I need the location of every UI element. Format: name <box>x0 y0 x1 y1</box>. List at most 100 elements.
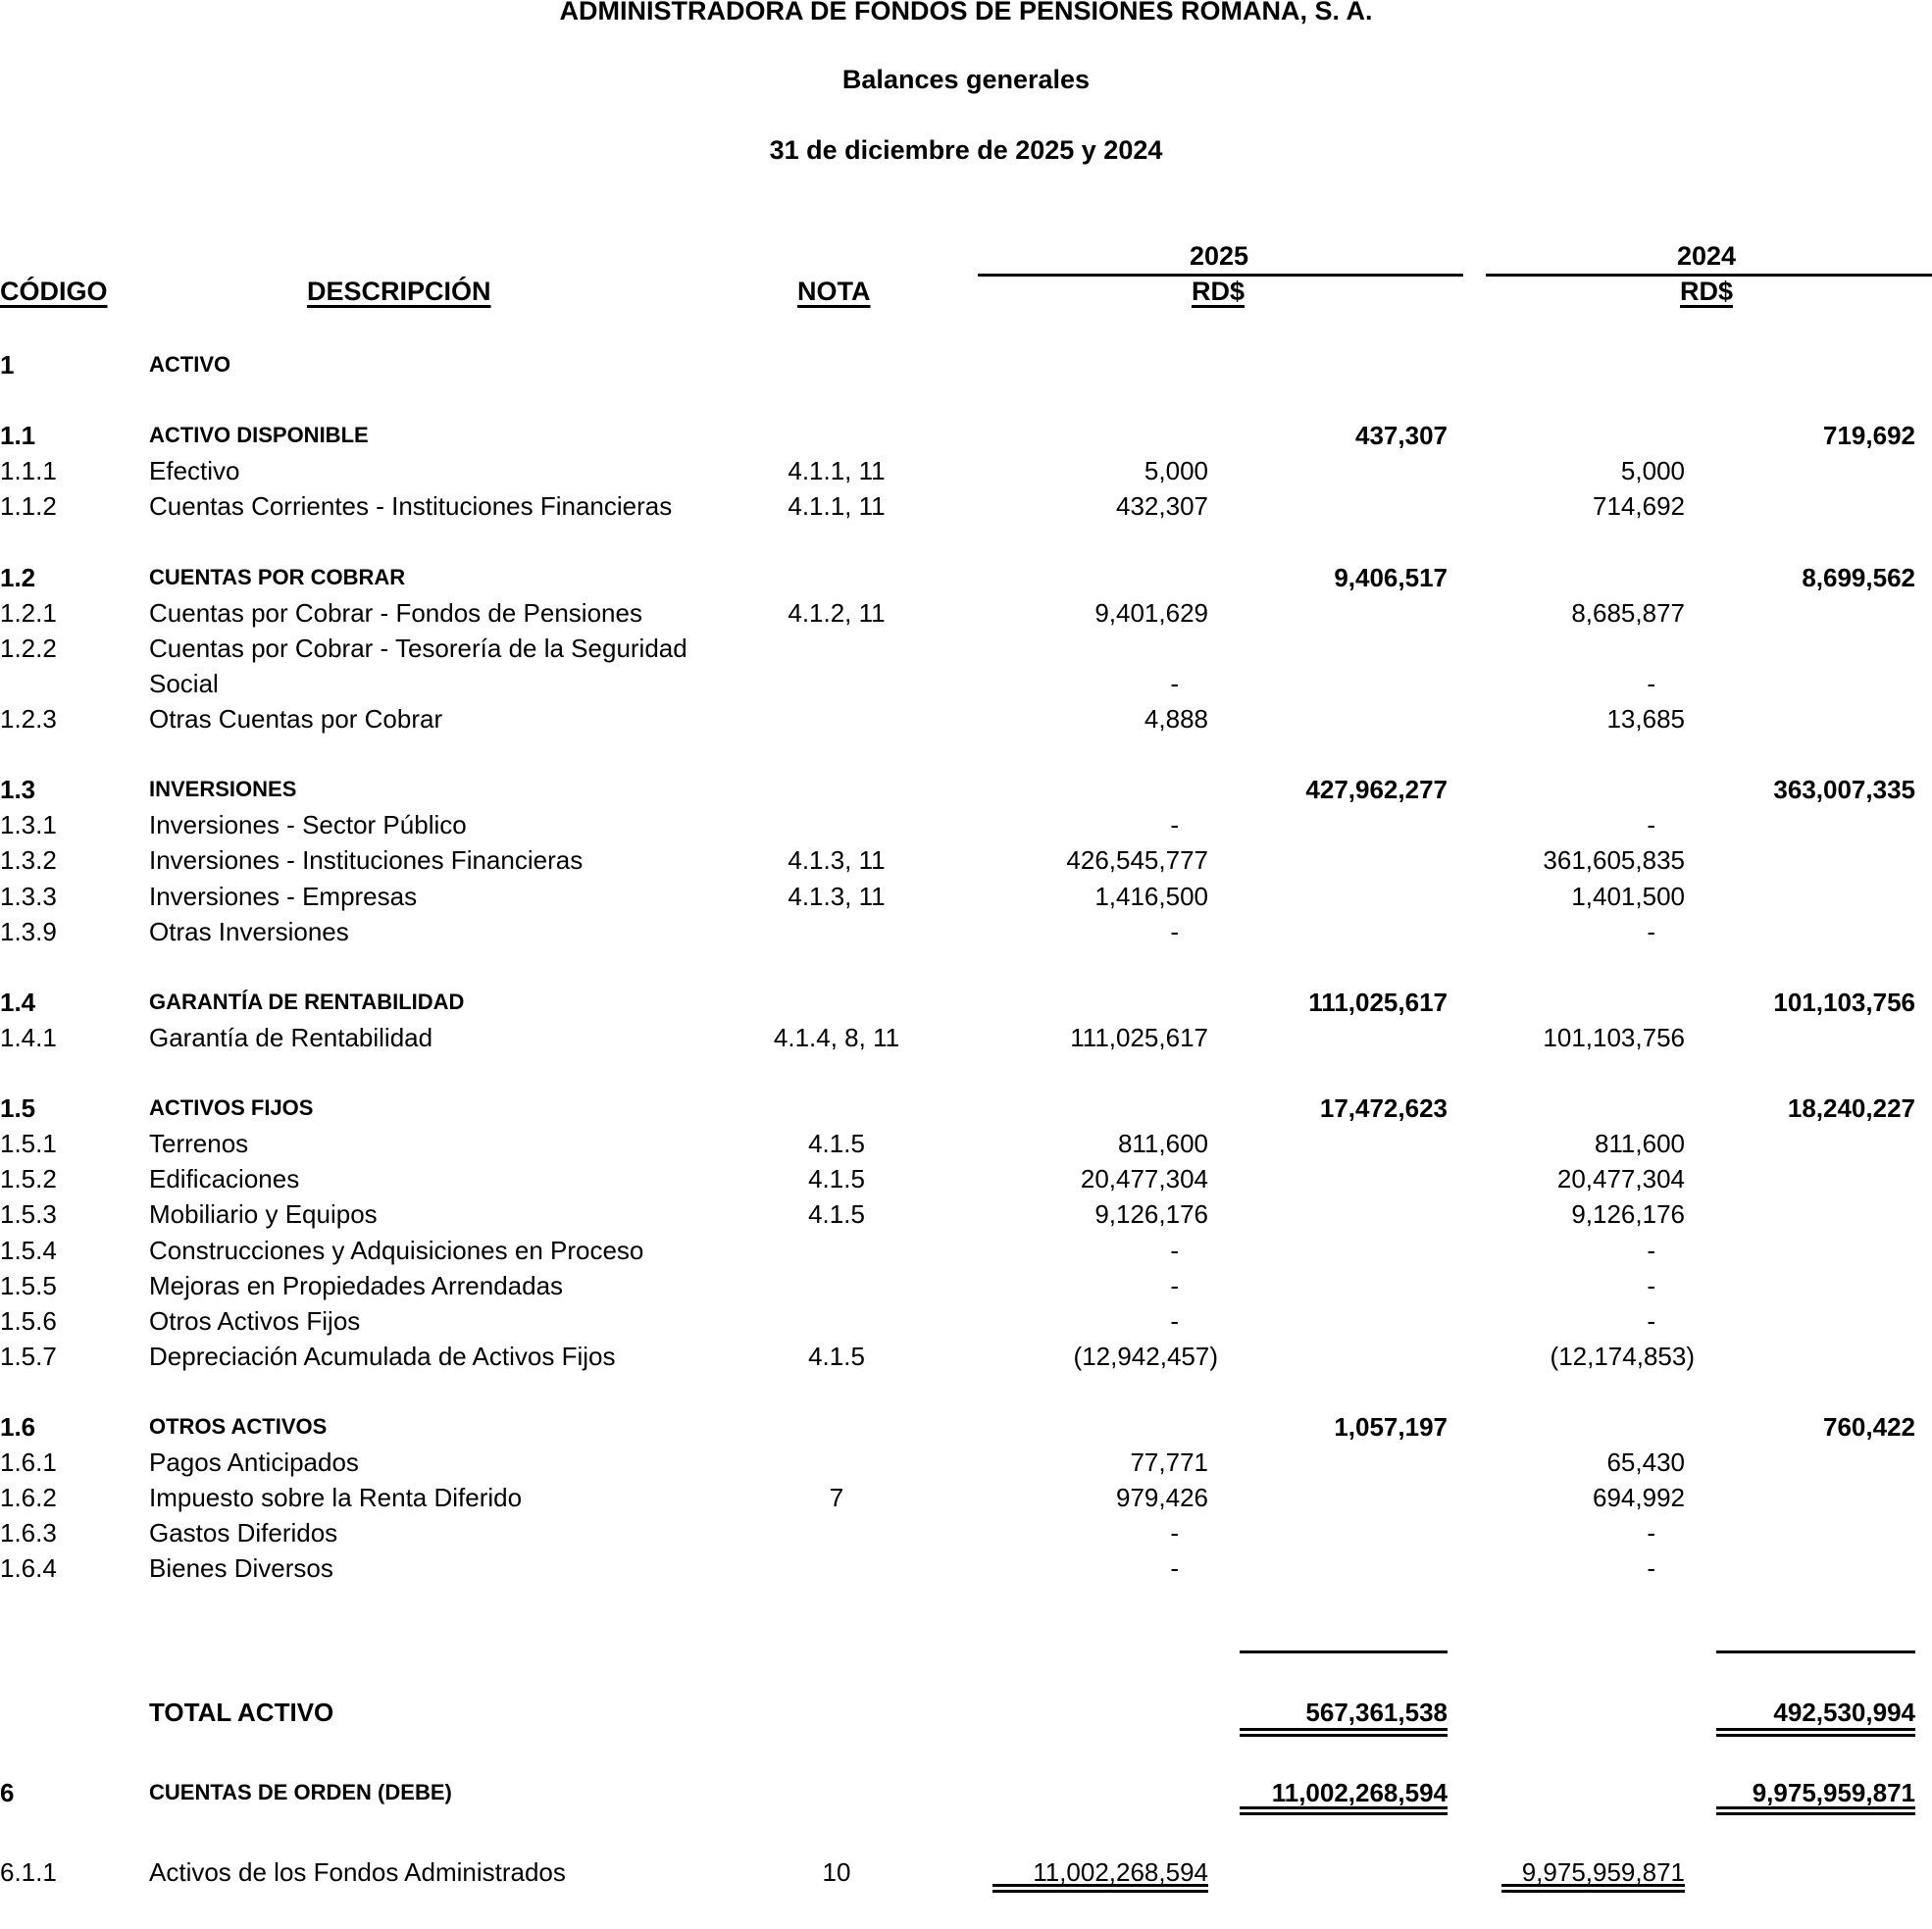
section-total-2025: 427,962,277 <box>1305 775 1448 805</box>
total-activo-2025: 567,361,538 <box>1305 1698 1448 1727</box>
section-row: 1.1 ACTIVO DISPONIBLE 437,307 719,692 <box>0 418 1932 453</box>
table-row: 1.3.9 Otras Inversiones - - <box>0 914 1932 949</box>
section-total-2024: 101,103,756 <box>1773 987 1915 1017</box>
amount-2025: - <box>1170 810 1179 840</box>
table-row: 1.2.1 Cuentas por Cobrar - Fondos de Pens… <box>0 595 1932 631</box>
account-description: GARANTÍA DE RENTABILIDAD <box>149 989 465 1014</box>
account-code: 1.5.1 <box>0 1129 57 1159</box>
note-ref: 4.1.5 <box>808 1129 865 1159</box>
account-code: 1.2 <box>0 562 36 592</box>
table-row: 1.4.1 Garantía de Rentabilidad 4.1.4, 8, 1… <box>0 1020 1932 1055</box>
account-code: 1.3.3 <box>0 881 57 911</box>
note-ref: 4.1.1, 11 <box>788 456 886 486</box>
amount-2025: 979,426 <box>1116 1483 1208 1513</box>
table-row: 1.6.1 Pagos Anticipados 77,771 65,430 <box>0 1445 1932 1480</box>
note-ref: 4.1.2, 11 <box>788 597 886 628</box>
section-row: 1.6 OTROS ACTIVOS 1,057,197 760,422 <box>0 1409 1932 1445</box>
section-total-2024: 8,699,562 <box>1802 562 1915 592</box>
table-row: 1.1.2 Cuentas Corrientes - Instituciones … <box>0 488 1932 524</box>
amount-2024: - <box>1647 1235 1655 1265</box>
account-code: 1.4.1 <box>0 1022 57 1052</box>
account-description: Gastos Diferidos <box>149 1518 338 1548</box>
account-code: 1 <box>0 350 15 380</box>
note-ref: 4.1.3, 11 <box>788 881 886 911</box>
section-row: 1.3 INVERSIONES 427,962,277 363,007,335 <box>0 772 1932 807</box>
amount-2024: 5,000 <box>1620 456 1685 486</box>
note-ref: 4.1.5 <box>808 1164 865 1194</box>
table-row: 1.5.1 Terrenos 4.1.5 811,600 811,600 <box>0 1126 1932 1161</box>
fondos-row: 6.1.1 Activos de los Fondos Administrado… <box>0 1854 1932 1890</box>
amount-2024: 13,685 <box>1606 704 1685 734</box>
account-description: Inversiones - Empresas <box>149 881 418 911</box>
cuentas-orden-code: 6 <box>0 1778 15 1807</box>
currency-2024-header: RD$ <box>1680 277 1734 306</box>
account-description: CUENTAS POR COBRAR <box>149 564 406 589</box>
account-description: Garantía de Rentabilidad <box>149 1022 433 1052</box>
subtotal-rule-2024 <box>1716 1650 1915 1653</box>
account-description: Otros Activos Fijos <box>149 1305 361 1336</box>
note-ref: 4.1.3, 11 <box>788 845 886 876</box>
table-row: 1.5.5 Mejoras en Propiedades Arrendadas - - <box>0 1268 1932 1303</box>
account-description: Mejoras en Propiedades Arrendadas <box>149 1270 564 1300</box>
statement-date: 31 de diciembre de 2025 y 2024 <box>769 135 1163 165</box>
account-code: 1.5 <box>0 1093 36 1124</box>
amount-2025: 1,416,500 <box>1094 881 1208 911</box>
table-row: 1.6.2 Impuesto sobre la Renta Diferido 7 97… <box>0 1480 1932 1515</box>
cuentas-orden-2024: 9,975,959,871 <box>1752 1778 1915 1807</box>
account-description: OTROS ACTIVOS <box>149 1414 328 1439</box>
orden-double-rule-2024 <box>1716 1806 1915 1815</box>
table-row: 1.5.7 Depreciación Acumulada de Activos F… <box>0 1339 1932 1374</box>
note-column-header: NOTA <box>797 277 871 306</box>
spacer-row <box>0 1374 1932 1409</box>
account-code: 1.6.2 <box>0 1483 57 1513</box>
amount-2024: 8,685,877 <box>1571 597 1685 628</box>
amount-2024: - <box>1647 916 1655 946</box>
amount-2024: - <box>1647 668 1655 698</box>
amount-2024: 694,992 <box>1593 1483 1685 1513</box>
account-description: Pagos Anticipados <box>149 1447 359 1478</box>
section-total-2024: 719,692 <box>1823 421 1915 451</box>
table-row: 1.2.2 Cuentas por Cobrar - Tesorería de l… <box>0 631 1932 666</box>
section-total-2024: 363,007,335 <box>1773 775 1915 805</box>
amount-2024: 361,605,835 <box>1543 845 1685 876</box>
account-description: Efectivo <box>149 456 240 486</box>
amount-2024: (12,174,853) <box>1550 1341 1695 1371</box>
amount-2025: - <box>1170 668 1179 698</box>
note-ref: 4.1.4, 8, 11 <box>773 1022 900 1052</box>
fondos-2025: 11,002,268,594 <box>1033 1857 1208 1887</box>
amount-2024: 811,600 <box>1594 1129 1685 1159</box>
account-code: 1.5.6 <box>0 1305 57 1336</box>
section-total-2024: 760,422 <box>1823 1412 1915 1442</box>
section-row: 1 ACTIVO <box>0 347 1932 382</box>
section-total-2024: 18,240,227 <box>1787 1093 1915 1124</box>
cuentas-orden-row: 6 CUENTAS DE ORDEN (DEBE) 11,002,268,594… <box>0 1775 1932 1810</box>
table-row: 1.2.3 Otras Cuentas por Cobrar 4,888 13,685 <box>0 701 1932 736</box>
total-double-rule-2024 <box>1716 1728 1915 1737</box>
account-description: Otras Cuentas por Cobrar <box>149 704 443 734</box>
spacer-row <box>0 949 1932 985</box>
account-description: Social <box>149 668 219 698</box>
amount-2025: - <box>1170 1270 1179 1300</box>
account-code: 1.3.9 <box>0 916 57 946</box>
amount-2025: - <box>1170 1305 1179 1336</box>
company-name: ADMINISTRADORA DE FONDOS DE PENSIONES RO… <box>559 0 1373 25</box>
total-double-rule-2025 <box>1240 1728 1448 1737</box>
year-2024-rule <box>1486 274 1932 277</box>
account-description: ACTIVO <box>149 352 231 377</box>
account-description: Otras Inversiones <box>149 916 349 946</box>
amount-2025: - <box>1170 916 1179 946</box>
fondos-label: Activos de los Fondos Administrados <box>149 1857 566 1887</box>
year-2025-rule <box>978 274 1463 277</box>
spacer-row <box>0 736 1932 772</box>
amount-2025: 4,888 <box>1144 704 1208 734</box>
table-row: 1.5.6 Otros Activos Fijos - - <box>0 1303 1932 1339</box>
account-code: 1.2.3 <box>0 704 57 734</box>
account-code: 1.3.1 <box>0 810 57 840</box>
account-code: 1.5.4 <box>0 1235 57 1265</box>
account-code: 1.3.2 <box>0 845 57 876</box>
spacer-row <box>0 1055 1932 1091</box>
table-row: 1.6.3 Gastos Diferidos - - <box>0 1515 1932 1550</box>
account-description: Construcciones y Adquisiciones en Proces… <box>149 1235 644 1265</box>
amount-2024: 714,692 <box>1593 491 1685 522</box>
amount-2024: - <box>1647 1270 1655 1300</box>
